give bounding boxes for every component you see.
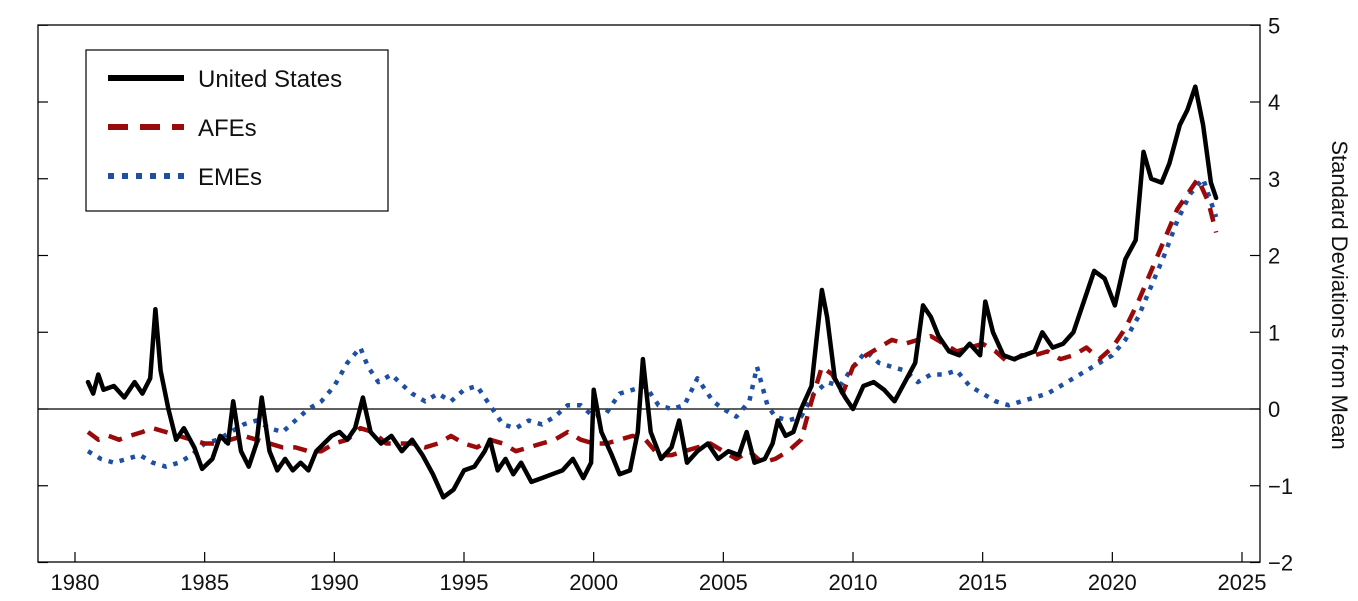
y-tick-label: 5 — [1268, 13, 1280, 38]
y-tick-label: −1 — [1268, 474, 1293, 499]
legend-label: AFEs — [198, 115, 257, 142]
x-tick-label: 2015 — [958, 570, 1007, 595]
x-tick-label: 1980 — [51, 570, 100, 595]
series-line-emes — [86, 176, 1219, 469]
y-axis: −2 −1 0 1 2 3 4 5 — [38, 13, 1293, 576]
y-tick-label: 1 — [1268, 320, 1280, 345]
y-tick-label: 3 — [1268, 167, 1280, 192]
plot-border — [37, 24, 1261, 563]
x-tick-label: 1985 — [180, 570, 229, 595]
y-tick-label: −2 — [1268, 551, 1293, 576]
plot-frame — [37, 24, 1261, 563]
legend-label: United States — [198, 66, 342, 93]
x-axis: 1980 1985 1990 1995 2000 2005 2010 2015 2020 2025 — [51, 552, 1267, 595]
y-tick-label: 0 — [1268, 397, 1280, 422]
y-tick-label: 2 — [1268, 244, 1280, 269]
x-tick-label: 2005 — [699, 570, 748, 595]
x-tick-label: 2000 — [569, 570, 618, 595]
legend: United States AFEs EMEs — [85, 49, 389, 212]
x-tick-label: 1995 — [440, 570, 489, 595]
x-tick-label: 2020 — [1088, 570, 1137, 595]
x-tick-label: 2025 — [1218, 570, 1267, 595]
x-tick-label: 1990 — [310, 570, 359, 595]
legend-label: EMEs — [198, 164, 262, 191]
x-tick-label: 2010 — [829, 570, 878, 595]
series-line-united-states — [85, 84, 1219, 500]
y-axis-title: Standard Deviations from Mean — [1327, 140, 1352, 449]
series-layer — [85, 84, 1219, 500]
y-tick-label: 4 — [1268, 90, 1280, 115]
